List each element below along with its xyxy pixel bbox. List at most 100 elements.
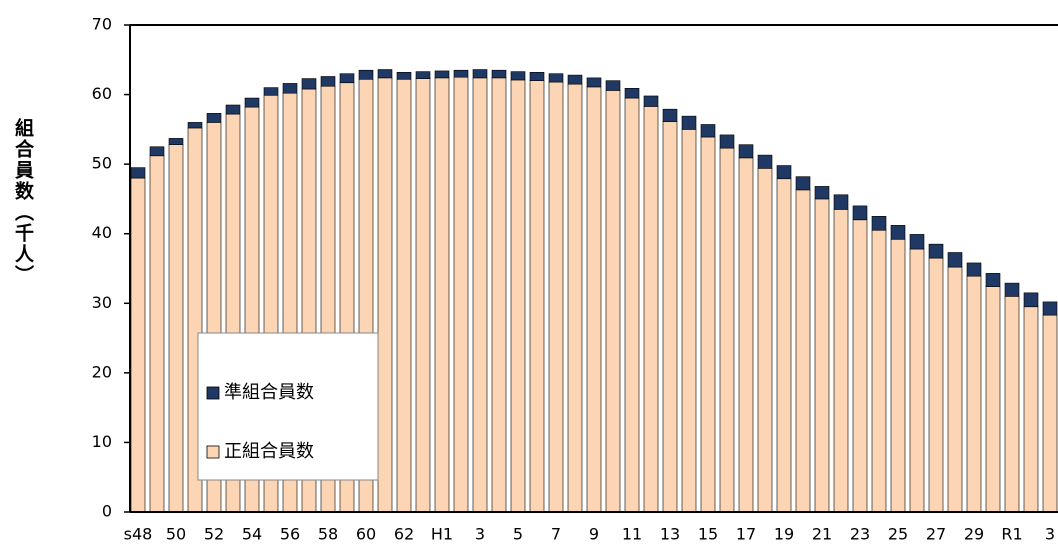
- bar-segment: [681, 129, 697, 513]
- bar-segment: [795, 189, 811, 513]
- bar-segment: [985, 273, 1001, 287]
- legend-label: 正組合員数: [224, 441, 314, 462]
- bar-segment: [130, 167, 146, 179]
- legend-swatch: [206, 386, 220, 400]
- bar-segment: [130, 177, 146, 513]
- bar-segment: [719, 147, 735, 513]
- bar-segment: [1042, 314, 1058, 513]
- bar-segment: [377, 77, 393, 513]
- bar-segment: [434, 70, 450, 79]
- x-tick-label: 60: [356, 525, 376, 544]
- bar-segment: [833, 194, 849, 210]
- bar-segment: [795, 176, 811, 191]
- x-tick-label: 54: [242, 525, 262, 544]
- bar-segment: [852, 219, 868, 513]
- bar-segment: [168, 138, 184, 145]
- bar-segment: [187, 122, 203, 129]
- x-tick-label: 9: [589, 525, 599, 544]
- bar-segment: [909, 248, 925, 513]
- bar-segment: [738, 157, 754, 513]
- x-tick-label: 62: [394, 525, 414, 544]
- bar-segment: [947, 252, 963, 268]
- bar-segment: [966, 262, 982, 277]
- x-tick-label: 23: [850, 525, 870, 544]
- bar-segment: [396, 78, 412, 513]
- x-tick-label: 7: [551, 525, 561, 544]
- bar-segment: [567, 83, 583, 513]
- y-tick-label: 50: [92, 154, 112, 173]
- bar-segment: [529, 80, 545, 513]
- bar-segment: [434, 77, 450, 513]
- bar-segment: [301, 78, 317, 90]
- y-tick-label: 30: [92, 293, 112, 312]
- bar-segment: [700, 136, 716, 513]
- bar-segment: [510, 79, 526, 513]
- x-tick-label: 15: [698, 525, 718, 544]
- legend-box: [197, 332, 379, 481]
- bar-segment: [624, 88, 640, 99]
- bar-segment: [567, 74, 583, 85]
- bar-segment: [529, 72, 545, 81]
- x-tick-label: 25: [888, 525, 908, 544]
- bar-segment: [852, 205, 868, 221]
- bar-segment: [605, 90, 621, 513]
- bar-segment: [985, 286, 1001, 513]
- bar-segment: [377, 69, 393, 79]
- bar-segment: [719, 134, 735, 149]
- legend-swatch: [206, 445, 220, 459]
- x-tick-label: 29: [964, 525, 984, 544]
- x-tick-label: 5: [513, 525, 523, 544]
- x-tick-label: 17: [736, 525, 756, 544]
- bar-segment: [1004, 282, 1020, 297]
- bar-segment: [206, 113, 222, 123]
- bar-segment: [909, 234, 925, 250]
- bar-segment: [168, 144, 184, 513]
- bar-segment: [814, 198, 830, 513]
- bar-segment: [624, 97, 640, 513]
- x-tick-label: 50: [166, 525, 186, 544]
- bar-segment: [453, 69, 469, 78]
- y-tick-label: 60: [92, 84, 112, 103]
- x-tick-label: 13: [660, 525, 680, 544]
- bar-segment: [339, 73, 355, 84]
- bar-segment: [149, 155, 165, 513]
- bar-segment: [415, 78, 431, 513]
- x-tick-label: 27: [926, 525, 946, 544]
- bar-segment: [890, 225, 906, 240]
- bar-segment: [757, 154, 773, 169]
- x-tick-label: 19: [774, 525, 794, 544]
- x-tick-label: 58: [318, 525, 338, 544]
- bar-segment: [871, 216, 887, 231]
- bar-segment: [928, 257, 944, 513]
- bar-segment: [510, 71, 526, 81]
- x-tick-label: 11: [622, 525, 642, 544]
- bar-segment: [491, 69, 507, 79]
- y-tick-label: 10: [92, 432, 112, 451]
- bar-segment: [662, 108, 678, 123]
- bar-segment: [833, 209, 849, 513]
- y-tick-label: 70: [92, 15, 112, 34]
- x-tick-label: H1: [431, 525, 453, 544]
- bar-segment: [738, 144, 754, 159]
- x-tick-label: 3: [475, 525, 485, 544]
- bar-segment: [605, 80, 621, 91]
- bar-segment: [586, 86, 602, 513]
- x-tick-label: 56: [280, 525, 300, 544]
- bar-segment: [1023, 292, 1039, 308]
- bar-segment: [358, 69, 374, 80]
- bar-segment: [491, 77, 507, 513]
- x-tick-label: R1: [1001, 525, 1022, 544]
- bar-segment: [643, 106, 659, 513]
- bar-segment: [1042, 301, 1058, 316]
- bar-segment: [263, 87, 279, 96]
- x-tick-label: 52: [204, 525, 224, 544]
- bar-segment: [1023, 306, 1039, 513]
- bar-segment: [966, 275, 982, 513]
- bar-segment: [453, 76, 469, 513]
- x-tick-label: s48: [124, 525, 153, 544]
- bar-segment: [947, 266, 963, 513]
- bar-segment: [472, 69, 488, 79]
- bar-segment: [700, 124, 716, 138]
